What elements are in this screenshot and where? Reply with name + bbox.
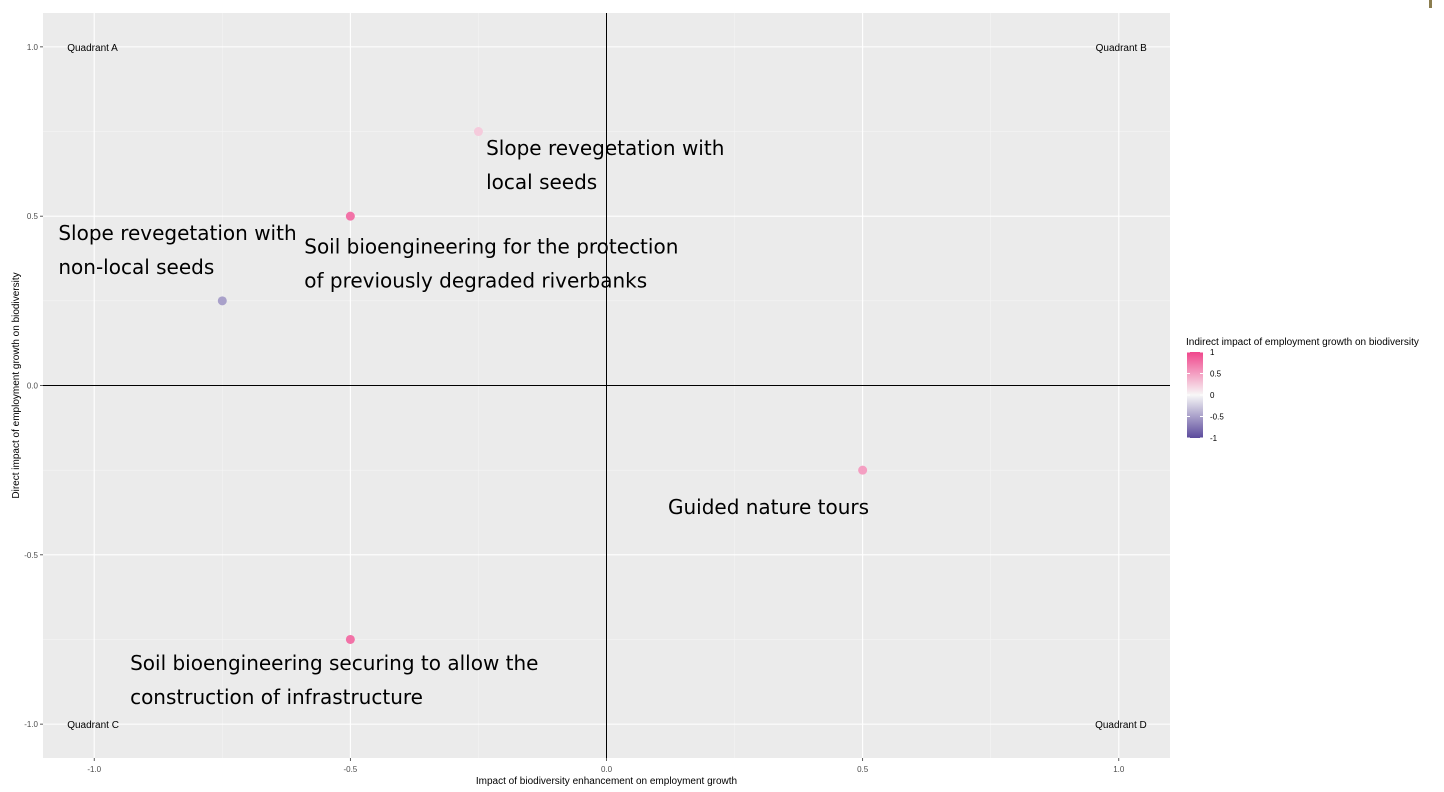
corner-decoration: [1429, 0, 1432, 8]
annotations: Slope revegetation with local seeds Slope …: [58, 136, 869, 709]
annotation-label: Soil bioengineering securing to allow th…: [130, 651, 538, 675]
annotation-label: construction of infrastructure: [130, 685, 423, 709]
legend-tick-label: 0: [1210, 391, 1215, 400]
quadrant-labels: Quadrant A Quadrant B Quadrant C Quadrant D: [67, 43, 1147, 731]
annotation-label: Slope revegetation with: [486, 136, 724, 160]
y-tick-label: 1.0: [27, 43, 39, 52]
annotation-label: Guided nature tours: [668, 495, 869, 519]
y-tick-label: -1.0: [24, 720, 38, 729]
y-tick-label: 0.0: [27, 382, 39, 391]
reference-lines: [43, 13, 1170, 758]
annotation-label: Slope revegetation with: [58, 221, 296, 245]
y-tick-label: -0.5: [24, 551, 38, 560]
x-tick-label: -1.0: [87, 765, 101, 774]
quadrant-label: Quadrant B: [1096, 43, 1147, 54]
quadrant-label: Quadrant D: [1095, 720, 1147, 731]
color-legend: Indirect impact of employment growth on …: [1186, 337, 1419, 443]
legend-tick-label: -1: [1210, 434, 1218, 443]
y-axis-title: Direct impact of employment growth on bi…: [11, 272, 22, 498]
legend-ticks: 1 0.5 0 -0.5 -1: [1187, 348, 1224, 443]
annotation-label: local seeds: [486, 170, 597, 194]
data-point: [473, 127, 483, 137]
annotation-label: Soil bioengineering for the protection: [304, 234, 678, 258]
legend-tick-label: 0.5: [1210, 370, 1222, 379]
data-point: [217, 296, 227, 306]
y-axis-ticks: -1.0 -0.5 0.0 0.5 1.0: [24, 43, 43, 729]
legend-tick-label: 1: [1210, 348, 1215, 357]
legend-colorbar: [1187, 352, 1203, 438]
x-tick-label: 1.0: [1113, 765, 1125, 774]
y-tick-label: 0.5: [27, 212, 39, 221]
x-axis-ticks: -1.0 -0.5 0.0 0.5 1.0: [87, 758, 1125, 774]
annotation-label: of previously degraded riverbanks: [304, 268, 647, 292]
legend-title: Indirect impact of employment growth on …: [1186, 337, 1419, 348]
data-point: [345, 211, 355, 221]
quadrant-label: Quadrant C: [67, 720, 119, 731]
quadrant-label: Quadrant A: [67, 43, 118, 54]
data-point: [345, 634, 355, 644]
annotation-label: non-local seeds: [58, 255, 214, 279]
x-tick-label: 0.5: [857, 765, 869, 774]
data-points: [217, 127, 868, 644]
x-tick-label: -0.5: [343, 765, 357, 774]
x-axis-title: Impact of biodiversity enhancement on em…: [476, 776, 737, 787]
data-point: [858, 465, 868, 475]
legend-tick-label: -0.5: [1210, 413, 1224, 422]
x-tick-label: 0.0: [601, 765, 613, 774]
